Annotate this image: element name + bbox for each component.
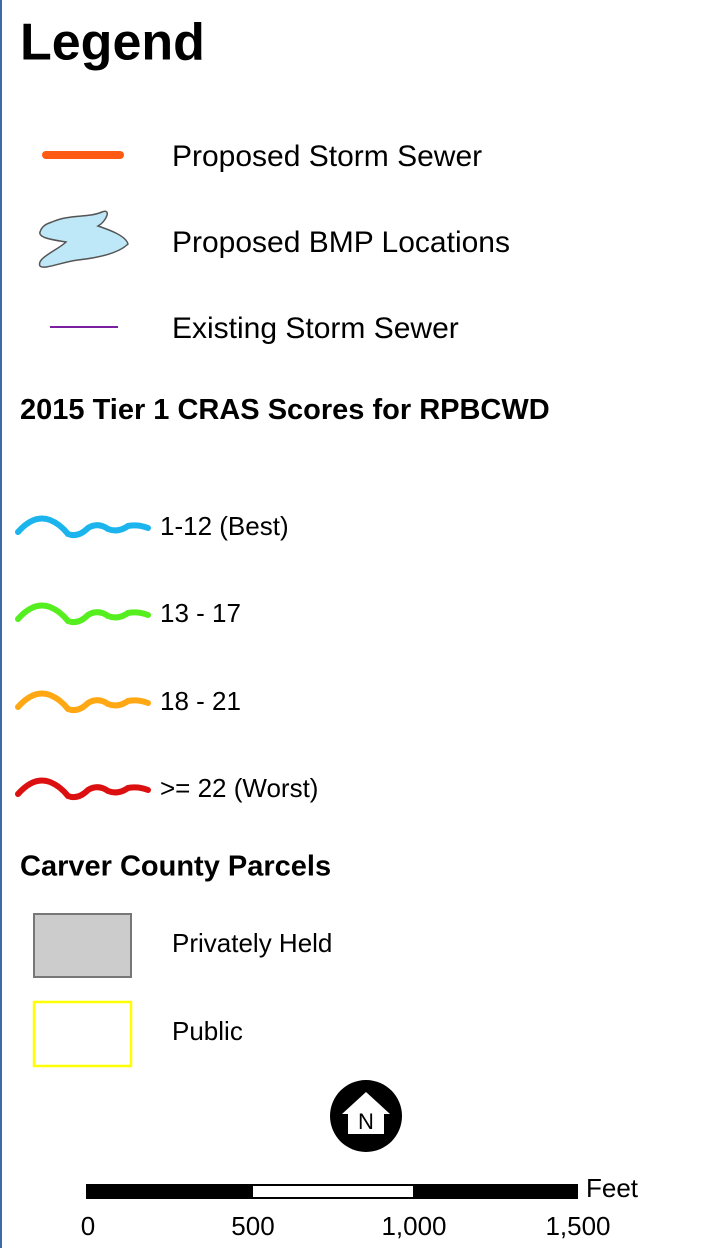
section-title: Carver County Parcels [20,851,331,883]
legend-title: Legend [20,14,205,72]
public-symbol [32,1000,133,1068]
cras-symbol [15,690,151,714]
scale-segment [414,1184,578,1199]
scale-segment [251,1184,415,1199]
item-label: Proposed Storm Sewer [172,140,482,173]
north-label: N [358,1109,374,1134]
item-label: >= 22 (Worst) [160,773,318,803]
private-symbol [33,913,132,978]
scale-label: 0 [81,1211,95,1241]
north-arrow-shape [342,1092,390,1134]
item-label: Existing Storm Sewer [172,312,459,345]
cras-symbol [15,602,151,626]
scale-label: 500 [231,1211,274,1241]
item-label: 13 - 17 [160,598,241,628]
item-label: Proposed BMP Locations [172,226,510,259]
scale-label: 1,000 [381,1211,446,1241]
left-border [0,0,2,1248]
item-label: Privately Held [172,928,332,958]
item-label: 1-12 (Best) [160,511,289,541]
item-label: 18 - 21 [160,686,241,716]
section-title: 2015 Tier 1 CRAS Scores for RPBCWD [20,394,550,426]
item-label: Public [172,1016,243,1046]
scale-unit: Feet [586,1173,639,1203]
cras-symbol [15,777,151,801]
scale-segment [86,1184,252,1199]
cras-symbol [15,515,151,539]
bmp-symbol [38,210,129,268]
scale-label: 1,500 [545,1211,610,1241]
